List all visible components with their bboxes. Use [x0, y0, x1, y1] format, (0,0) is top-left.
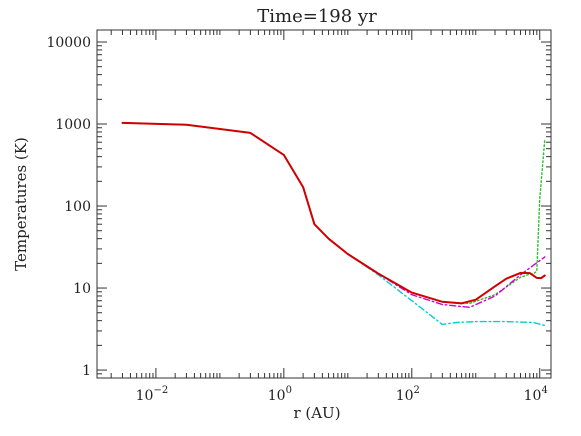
y-tick-label: 1000 [55, 117, 91, 133]
x-tick-label: 100 [268, 385, 292, 404]
series-line-4 [121, 121, 546, 305]
x-tick-label: 104 [524, 385, 548, 404]
x-axis-label: r (AU) [293, 404, 340, 422]
series-line-2 [121, 122, 546, 309]
y-tick-label: 1 [82, 363, 91, 379]
y-tick-label: 100 [64, 199, 91, 215]
x-tick-label: 10−2 [136, 385, 169, 404]
series-line-1 [121, 122, 546, 305]
plot-frame [96, 29, 552, 379]
y-axis-label: Temperatures (K) [12, 137, 30, 271]
y-tick-label: 10 [73, 281, 91, 297]
curves-layer [121, 121, 546, 327]
ticks-layer: 10−2 100 102 104 1 10 100 1000 10000 [46, 30, 551, 404]
chart-title: Time=198 yr [257, 6, 377, 27]
x-tick-label: 102 [396, 385, 420, 404]
y-tick-label: 10000 [46, 35, 91, 51]
